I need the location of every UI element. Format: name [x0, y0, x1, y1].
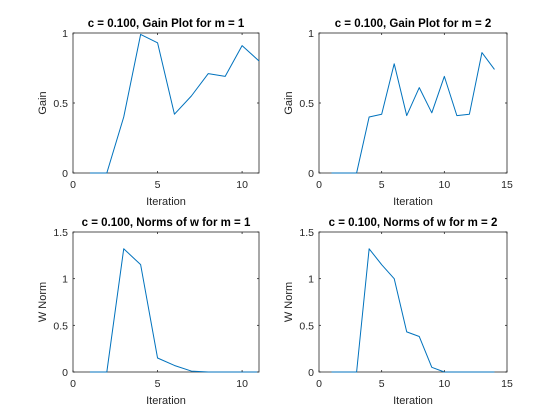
axes-box — [72, 32, 260, 174]
y-axis-label: Gain — [37, 91, 49, 114]
y-tick-label: 1 — [62, 28, 68, 40]
y-tick-label: 1 — [62, 274, 68, 286]
x-tick-label: 10 — [236, 378, 248, 390]
y-axis-label: Gain — [283, 91, 295, 114]
chart-title: c = 0.100, Norms of w for m = 2 — [329, 217, 498, 229]
chart-title: c = 0.100, Gain Plot for m = 2 — [335, 18, 492, 30]
y-tick-label: 0.5 — [53, 98, 68, 110]
x-tick-label: 0 — [70, 179, 76, 191]
chart-title: c = 0.100, Norms of w for m = 1 — [82, 217, 251, 229]
y-tick-label: 0 — [62, 367, 68, 379]
x-tick-label: 15 — [501, 378, 513, 390]
x-axis-label: Iteration — [146, 196, 186, 208]
subplot-2: 0 5 10 15 0 0.5 1 c = 0.100, Gain Plot for m = … — [283, 18, 513, 208]
chart-title: c = 0.100, Gain Plot for m = 1 — [88, 18, 245, 30]
y-tick-label: 1 — [308, 274, 314, 286]
subplot-4: 0 5 10 15 0 0.5 1 1.5 c = 0.100, Norms of w for … — [283, 217, 513, 407]
x-tick-label: 5 — [155, 378, 161, 390]
series-line-1 — [331, 248, 495, 373]
x-tick-label: 10 — [438, 179, 450, 191]
y-tick-label: 0 — [62, 168, 68, 180]
x-tick-label: 5 — [155, 179, 161, 191]
y-tick-label: 0 — [308, 367, 314, 379]
subplot-3: 0 5 10 0 0.5 1 1.5 c = 0.100, Norms of w for m … — [37, 217, 260, 407]
x-tick-label: 15 — [501, 179, 513, 191]
x-tick-label: 0 — [316, 378, 322, 390]
x-axis-label: Iteration — [393, 196, 433, 208]
y-tick-label: 0.5 — [299, 98, 314, 110]
y-axis-label: W Norm — [283, 282, 295, 322]
axes-box — [318, 32, 508, 174]
series-line-1 — [89, 33, 260, 174]
x-tick-label: 0 — [70, 378, 76, 390]
series-line-1 — [89, 248, 259, 373]
x-axis-label: Iteration — [146, 395, 186, 407]
x-tick-label: 0 — [316, 179, 322, 191]
x-tick-label: 10 — [438, 378, 450, 390]
x-axis-label: Iteration — [393, 395, 433, 407]
y-tick-label: 0 — [308, 168, 314, 180]
x-tick-label: 10 — [236, 179, 248, 191]
y-tick-label: 0.5 — [299, 320, 314, 332]
x-tick-label: 5 — [379, 378, 385, 390]
y-tick-label: 1.5 — [53, 227, 68, 239]
axes-box — [318, 231, 508, 373]
y-tick-label: 0.5 — [53, 320, 68, 332]
subplot-1: 0 5 10 0 0.5 1 c = 0.100, Gain Plot for m = 1 I… — [37, 18, 260, 208]
series-line-1 — [331, 52, 495, 174]
axes-box — [72, 231, 260, 373]
y-axis-label: W Norm — [37, 282, 49, 322]
y-tick-label: 1 — [308, 28, 314, 40]
y-tick-label: 1.5 — [299, 227, 314, 239]
x-tick-label: 5 — [379, 179, 385, 191]
